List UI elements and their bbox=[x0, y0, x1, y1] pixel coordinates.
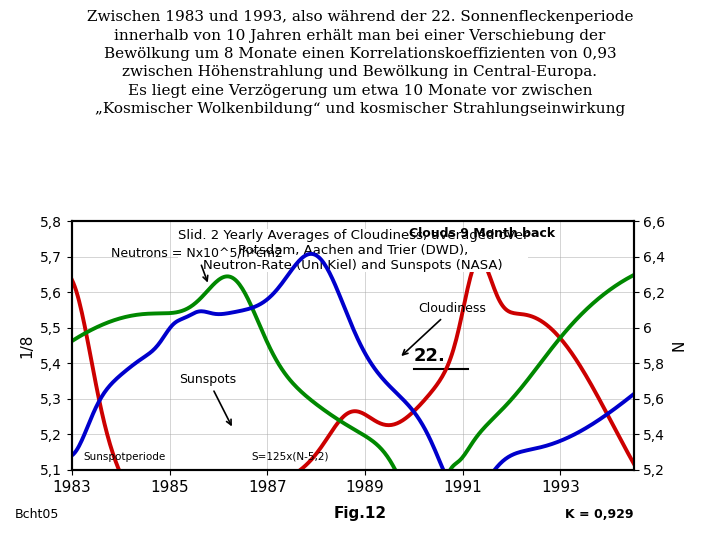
Text: Zwischen 1983 und 1993, also während der 22. Sonnenfleckenperiode
innerhalb von : Zwischen 1983 und 1993, also während der… bbox=[86, 10, 634, 116]
Text: S=125x(N-5,2): S=125x(N-5,2) bbox=[252, 452, 329, 462]
Text: Cloudiness: Cloudiness bbox=[402, 302, 487, 355]
Text: Fig.12: Fig.12 bbox=[333, 507, 387, 522]
Text: Bcht05: Bcht05 bbox=[14, 508, 59, 522]
Text: Slid. 2 Yearly Averages of Cloudiness, averaged over
Potsdam, Aachen and Trier (: Slid. 2 Yearly Averages of Cloudiness, a… bbox=[178, 229, 528, 272]
Text: Clouds 9 Month back: Clouds 9 Month back bbox=[409, 227, 555, 240]
Text: Sunspotperiode: Sunspotperiode bbox=[84, 452, 166, 462]
Y-axis label: 1/8: 1/8 bbox=[19, 333, 35, 358]
Text: K = 0,929: K = 0,929 bbox=[565, 508, 634, 522]
Text: 22.: 22. bbox=[414, 347, 446, 365]
Text: Neutrons = Nx10^5/h*cm2: Neutrons = Nx10^5/h*cm2 bbox=[111, 247, 283, 281]
Y-axis label: N: N bbox=[671, 340, 686, 352]
Text: Sunspots: Sunspots bbox=[179, 373, 237, 425]
